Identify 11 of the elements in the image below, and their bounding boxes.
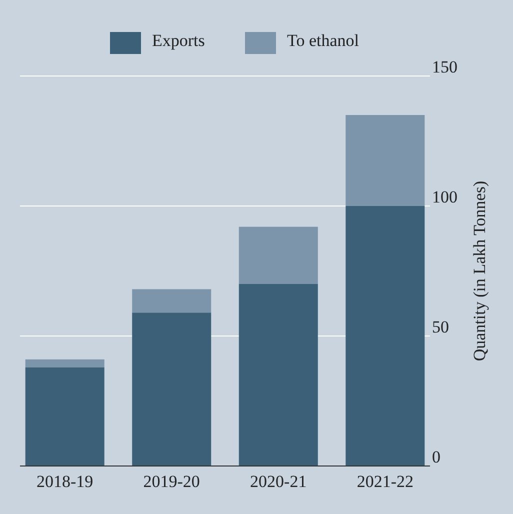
y-axis-title: Quantity (in Lakh Tonnes) — [470, 180, 489, 362]
x-tick-label: 2020-21 — [250, 472, 307, 491]
x-tick-label: 2018-19 — [36, 472, 94, 491]
x-tick-label: 2021-22 — [356, 472, 414, 491]
y-tick-label: 100 — [432, 188, 458, 207]
y-tick-label: 0 — [432, 448, 440, 467]
y-tick-label: 150 — [432, 58, 458, 77]
x-tick-label: 2019-20 — [143, 472, 200, 491]
legend-label: To ethanol — [287, 31, 360, 50]
legend-label: Exports — [152, 31, 205, 50]
y-tick-label: 50 — [432, 318, 449, 337]
